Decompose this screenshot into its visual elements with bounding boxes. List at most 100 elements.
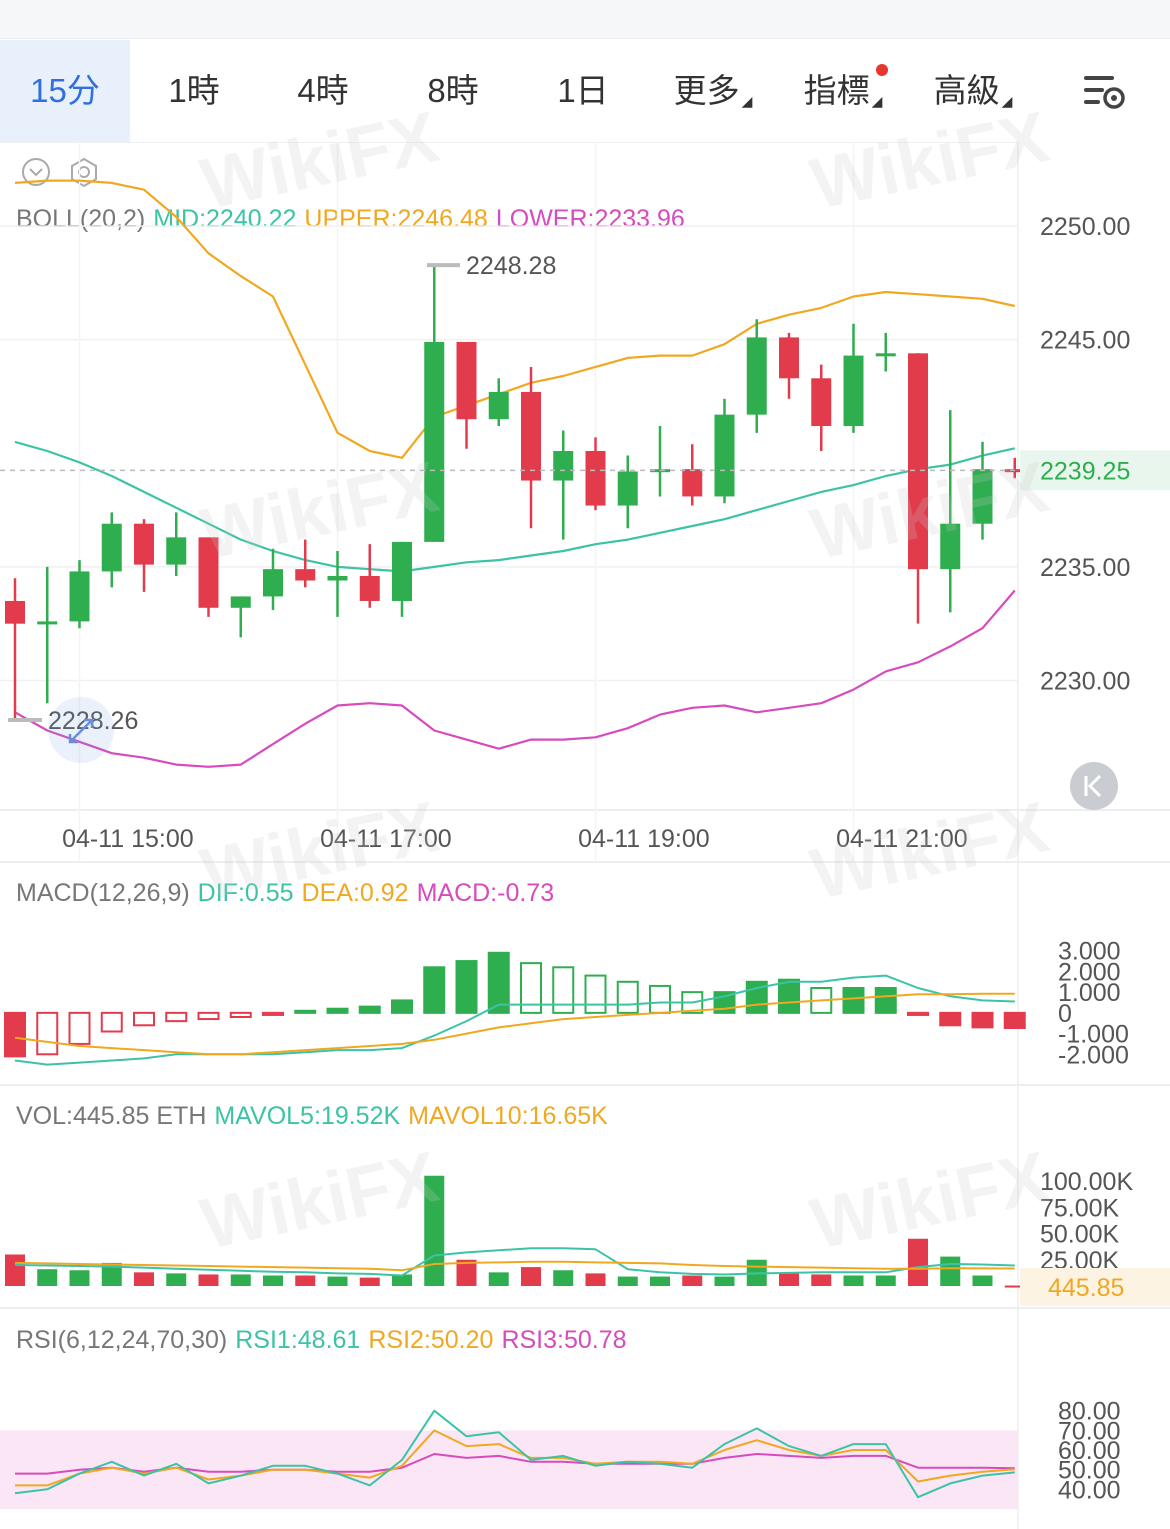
vol-mavol5: MAVOL5:19.52K [214,1102,401,1130]
candle-body [327,575,348,581]
vol-legend: VOL:445.85 ETH MAVOL5:19.52K MAVOL10:16.65… [16,1102,616,1131]
candle-body [972,469,993,524]
macd-tick-label: 3.000 [1058,938,1121,966]
candle-body [811,378,832,427]
rsi-tick-label: 60.00 [1058,1437,1121,1465]
rsi-legend: RSI(6,12,24,70,30) RSI1:48.61 RSI2:50.20 RS… [16,1326,635,1355]
rsi2-line [15,1429,1015,1487]
macd-name: MACD(12,26,9) [16,879,190,907]
rsi-tick-label: 40.00 [1058,1476,1121,1504]
candle-body [69,571,90,622]
dropdown-caret-icon: ◢ [1001,93,1013,109]
volume-bar [101,1262,122,1286]
collapse-circle-icon[interactable] [20,156,52,188]
price-tick-label: 2245.00 [1040,327,1130,355]
tab-label: 8時 [427,72,479,109]
dropdown-caret-icon: ◢ [871,93,883,109]
vol-name: VOL:445.85 ETH [16,1102,207,1130]
macd-bar [165,1011,188,1023]
volume-bar [456,1259,477,1286]
macd-bar [197,1011,220,1021]
candle-body [166,537,187,565]
macd-bar [423,966,446,1014]
boll-mid-line [14,440,1016,573]
macd-tick-label: -2.000 [1058,1041,1129,1069]
vol-tick-label: 50.00K [1040,1221,1120,1249]
rsi3-line [15,1453,1015,1475]
mavol5-line [14,1247,1015,1277]
rsi1-line [14,1409,1015,1499]
current-price-label: 2239.25 [1040,457,1130,485]
tab-6[interactable]: 指標 ◢ [778,40,908,142]
volume-bar [230,1274,251,1286]
tab-label: 15分 [30,72,100,109]
kline-chart[interactable]: 2250.00 2245.00 2235.00 2230.00 2239.25 2248.… [0,142,1170,1529]
current-volume-bg [1020,1268,1170,1306]
chart-settings-icon[interactable] [1080,70,1128,114]
candle [5,578,25,720]
tab-7[interactable]: 高級 ◢ [908,40,1038,142]
tab-0[interactable]: 15分 [0,40,130,142]
candle-body [456,341,477,420]
volume-bar [682,1275,703,1286]
candle [295,539,316,588]
rsi3-value: RSI3:50.78 [501,1326,627,1354]
candle [585,437,606,511]
candle [37,566,58,704]
candle-body [230,596,251,608]
scroll-to-latest-icon[interactable] [1070,762,1118,810]
macd-dif-line [14,974,1015,1066]
boll-upper-line [14,179,1016,459]
candle-body [553,451,574,481]
timeframe-tabs: 15分 1時 4時 8時 1日 更多 ◢ 指標 ◢ 高級 ◢ [0,40,1170,143]
price-tick-label: 2230.00 [1040,667,1130,695]
rsi2-value: RSI2:50.20 [368,1326,494,1354]
tab-1[interactable]: 1時 [130,40,258,142]
candle [166,512,187,576]
volume-bar [521,1267,541,1286]
time-axis-label: 04-11 17:00 [320,825,452,853]
candle [488,378,509,427]
candle-body [779,337,799,379]
candle-body [359,575,380,601]
tab-2[interactable]: 4時 [258,40,388,142]
macd-value: MACD:-0.73 [416,879,555,907]
candle [359,544,380,608]
tab-label: 1日 [557,72,609,109]
volume-bar [166,1273,187,1286]
macd-bar [584,974,607,1014]
time-axis-label: 04-11 15:00 [62,825,194,853]
macd-dif: DIF:0.55 [197,879,294,907]
candle-body [392,541,412,601]
candle-body [521,391,541,481]
macd-bar [294,1009,317,1014]
macd-bar [1003,1011,1026,1029]
candle [69,560,90,629]
volume-bar [5,1254,25,1286]
candle-body [488,391,509,420]
volume-bar [650,1276,670,1286]
expand-arrows-icon[interactable] [48,697,114,763]
macd-bar [100,1011,123,1033]
mavol10-line [14,1260,1015,1272]
candle [456,341,477,449]
candle [424,265,445,542]
tab-3[interactable]: 8時 [388,40,518,142]
macd-bar [649,984,671,1014]
candle [230,596,251,638]
macd-bar [262,1011,284,1016]
tab-5[interactable]: 更多 ◢ [648,40,778,142]
candle [134,519,154,592]
volume-bar [69,1270,90,1286]
price-tick-label: 2250.00 [1040,213,1130,241]
macd-bar [326,1007,349,1014]
macd-tick-label: -1.000 [1058,1021,1129,1049]
boll-lower: LOWER:2233.96 [495,205,685,233]
volume-bar [37,1269,58,1286]
macd-dea: DEA:0.92 [301,879,409,907]
macd-bar [874,987,897,1014]
tab-4[interactable]: 1日 [518,40,648,142]
candle [908,353,928,624]
macd-bar [971,1011,994,1029]
candle-body [263,569,283,597]
